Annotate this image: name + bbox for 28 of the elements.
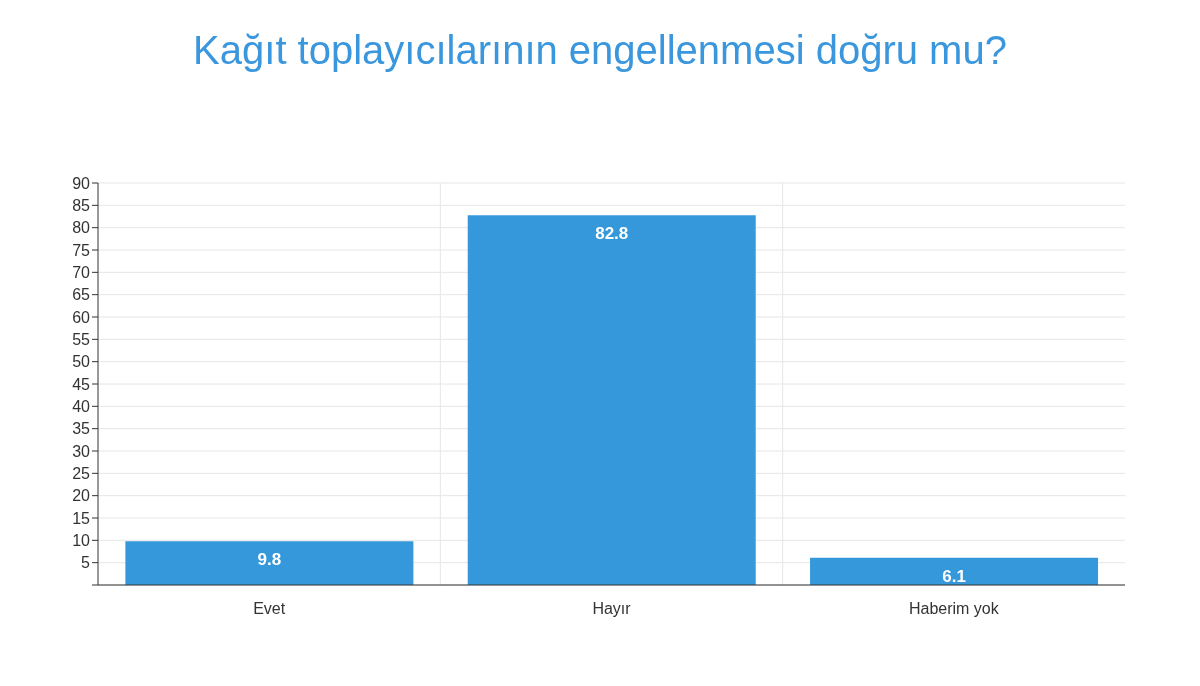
bar [467,215,756,585]
chart-title: Kağıt toplayıcılarının engellenmesi doğru mu? [192,27,1008,74]
y-tick-label: 70 [72,264,91,282]
y-tick-label: 5 [81,554,91,572]
y-tick-label: 80 [72,219,91,237]
x-tick-label: Evet [253,600,286,618]
x-tick-label: Hayır [592,600,632,618]
y-tick-label: 35 [72,420,91,438]
y-tick-label: 45 [72,375,91,393]
y-tick-label: 40 [72,398,91,416]
bar [810,557,1099,585]
data-label: 82.8 [595,224,629,244]
y-tick-label: 60 [72,308,91,326]
y-tick-label: 25 [72,465,91,483]
y-tick-label: 20 [72,487,91,505]
data-label: 6.1 [942,566,966,586]
y-tick-label: 75 [72,241,91,259]
y-tick-label: 90 [72,174,91,192]
bar [125,541,414,585]
y-tick-label: 15 [72,509,91,527]
y-tick-label: 85 [72,197,91,215]
y-tick-label: 50 [72,353,91,371]
y-tick-label: 65 [72,286,91,304]
y-tick-label: 55 [72,331,91,349]
y-tick-label: 10 [72,532,91,550]
y-tick-label: 30 [72,442,91,460]
x-tick-label: Haberim yok [908,600,1000,618]
data-label: 9.8 [257,550,282,570]
